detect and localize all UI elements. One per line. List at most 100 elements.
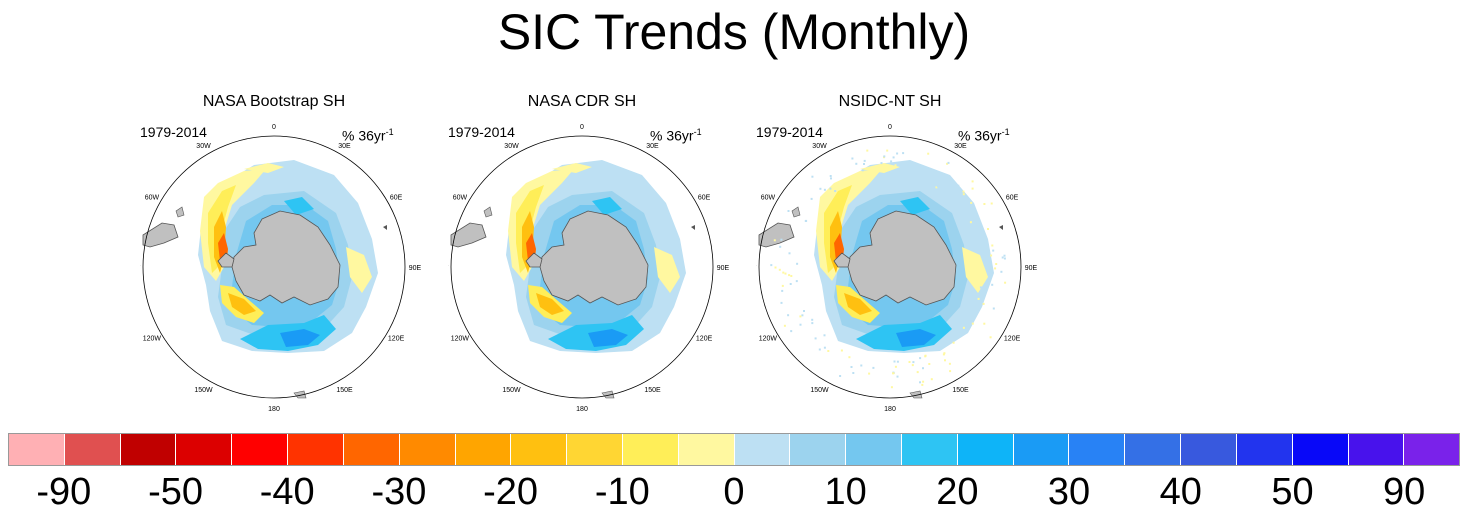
speckle: [893, 360, 896, 363]
polar-stereographic-map: 0 30E 60E 90E 120E 150E 180 150W 120W 90W 60W 30W: [140, 124, 422, 412]
speckle: [790, 275, 793, 277]
colorbar-swatch: [9, 434, 65, 465]
speckle: [994, 267, 997, 270]
speckle: [916, 371, 919, 374]
speckle: [992, 307, 995, 310]
longitude-label: 0: [888, 124, 892, 131]
speckle: [962, 193, 965, 196]
longitude-label: 90E: [717, 265, 730, 272]
speckle: [896, 360, 899, 363]
speckle: [803, 310, 805, 312]
colorbar-swatch: [1348, 434, 1405, 465]
south-america-landmass: [142, 222, 179, 248]
speckle: [995, 263, 998, 265]
longitude-label: 150E: [952, 387, 969, 394]
speckle: [985, 264, 988, 267]
negative-trend: [654, 247, 680, 293]
speckle: [977, 297, 980, 300]
antarctica-landmass: [847, 210, 957, 306]
trend-band: [280, 329, 320, 347]
kerguelen-island: [691, 225, 695, 230]
speckle: [770, 264, 773, 267]
speckle: [928, 363, 931, 365]
longitude-label: 90W: [448, 265, 449, 272]
longitude-label: 0: [272, 124, 276, 131]
colorbar-tick-label: -30: [371, 471, 427, 513]
units-label: % 36yr-1: [342, 127, 394, 144]
speckle: [948, 362, 951, 365]
trend-band: [588, 329, 628, 347]
speckle: [922, 169, 925, 172]
speckle: [935, 186, 938, 189]
speckle: [956, 189, 959, 192]
speckle: [944, 180, 947, 183]
longitude-label: 120W: [759, 336, 778, 343]
speckle: [1001, 256, 1004, 259]
longitude-label: 30W: [812, 143, 827, 150]
speckle: [912, 361, 915, 364]
antarctica-landmass: [539, 210, 649, 306]
kerguelen-island: [999, 225, 1003, 230]
speckle: [848, 356, 851, 359]
speckle: [957, 184, 960, 187]
speckle: [936, 185, 939, 188]
longitude-label: 120W: [451, 336, 470, 343]
speckle: [811, 322, 814, 325]
speckle: [911, 364, 914, 367]
speckle: [1000, 270, 1003, 273]
speckle: [942, 353, 945, 356]
speckle: [979, 286, 982, 289]
speckle: [908, 361, 911, 363]
speckle: [971, 187, 974, 190]
speckle: [866, 149, 869, 152]
speckle: [814, 337, 817, 340]
longitude-label: 150E: [336, 387, 353, 394]
speckle: [855, 162, 858, 165]
speckle: [921, 383, 924, 386]
speckle: [811, 318, 814, 321]
speckle: [790, 330, 793, 333]
colorbar-swatch: [1404, 434, 1460, 465]
speckle: [892, 372, 894, 375]
colorbar-tick-label: 0: [723, 471, 745, 513]
south-america-landmass: [758, 222, 795, 248]
speckle: [804, 220, 807, 222]
longitude-label: 30E: [338, 143, 351, 150]
speckle: [989, 336, 992, 339]
colorbar-swatch: [1236, 434, 1293, 465]
colorbar-swatch: [846, 434, 902, 465]
colorbar-swatch: [64, 434, 121, 465]
speckle: [952, 341, 955, 344]
speckle: [990, 254, 993, 257]
longitude-label: 180: [576, 406, 588, 412]
longitude-label: 120E: [1004, 336, 1021, 343]
colorbar-swatch: [790, 434, 847, 465]
speckle: [991, 244, 994, 247]
colorbar-tick-label: 40: [1159, 471, 1202, 513]
colorbar-tick-label: 30: [1047, 471, 1091, 513]
colorbar-swatch: [288, 434, 344, 465]
speckle: [789, 283, 792, 285]
speckle: [886, 149, 889, 152]
speckle: [829, 175, 832, 177]
speckle: [863, 159, 866, 162]
longitude-label: 60E: [698, 195, 711, 202]
speckle: [787, 210, 790, 212]
speckle: [922, 367, 924, 370]
speckle: [851, 157, 854, 160]
speckle: [810, 197, 813, 200]
colorbar-swatch: [232, 434, 289, 465]
colorbar-swatch: [511, 434, 568, 465]
speckle: [971, 312, 974, 314]
colorbar-swatch: [176, 434, 233, 465]
speckle: [795, 280, 798, 283]
speckle: [872, 366, 875, 369]
speckle: [819, 187, 822, 190]
speckle: [896, 152, 899, 155]
polar-stereographic-map: 0 30E 60E 90E 120E 150E 180 150W 120W 90W 60W 30W: [756, 124, 1038, 412]
longitude-label: 30W: [504, 143, 519, 150]
speckle: [778, 268, 781, 271]
speckle: [788, 274, 791, 277]
colorbar-swatch: [120, 434, 177, 465]
longitude-label: 90W: [756, 265, 757, 272]
